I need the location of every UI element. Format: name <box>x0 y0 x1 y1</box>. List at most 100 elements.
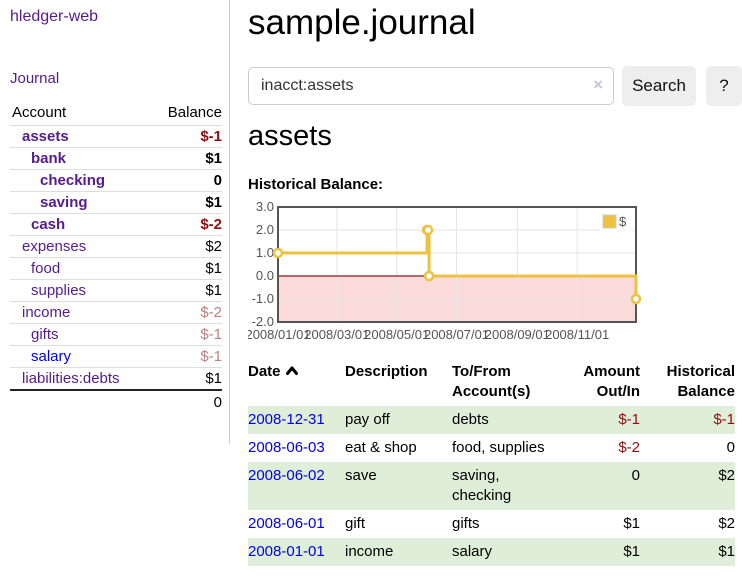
register-date-cell: 2008-06-03 <box>248 434 345 462</box>
account-link-checking[interactable]: checking <box>40 172 105 189</box>
register-amount-cell: $1 <box>570 510 648 538</box>
historical-balance-chart: 3.02.01.00.0-1.0-2.02008/01/012008/03/01… <box>248 201 668 349</box>
register-header-date[interactable]: Date <box>248 358 345 406</box>
account-link-assets[interactable]: assets <box>22 128 69 145</box>
sidebar: hledger-web Journal Account Balance asse… <box>0 0 230 444</box>
account-name-cell: bank <box>10 148 152 170</box>
account-name-cell: cash <box>10 214 152 236</box>
account-balance: $-1 <box>152 126 222 148</box>
search-input[interactable] <box>248 67 614 105</box>
balance-chart-svg: 3.02.01.00.0-1.0-2.02008/01/012008/03/01… <box>248 201 668 349</box>
chart-label: Historical Balance: <box>248 176 383 193</box>
account-link-food[interactable]: food <box>31 260 60 277</box>
register-row: 2008-06-03 eat & shopfood, supplies$-20 <box>248 434 735 462</box>
page-title: sample.journal <box>248 0 476 46</box>
account-link-saving[interactable]: saving <box>40 194 88 211</box>
account-link-liabilities-debts[interactable]: liabilities:debts <box>22 370 120 387</box>
svg-text:-1.0: -1.0 <box>252 291 274 306</box>
svg-text:2008/03/01: 2008/03/01 <box>304 327 369 342</box>
register-header-amount: Amount Out/In <box>570 358 648 406</box>
register-accounts-cell: saving, checking <box>452 462 570 510</box>
register-balance-cell: $2 <box>648 510 735 538</box>
register-balance-cell: $-1 <box>648 406 735 434</box>
account-name-cell: saving <box>10 192 152 214</box>
app-brand-link[interactable]: hledger-web <box>10 8 98 26</box>
account-row: gifts $-1 <box>10 324 222 346</box>
svg-text:2008/01/01: 2008/01/01 <box>248 327 311 342</box>
account-name-cell: supplies <box>10 280 152 302</box>
account-link-supplies[interactable]: supplies <box>31 282 86 299</box>
search-box: × <box>248 67 614 105</box>
account-link-gifts[interactable]: gifts <box>31 326 59 343</box>
account-balance: $1 <box>152 258 222 280</box>
register-row: 2008-12-31pay offdebts$-1$-1 <box>248 406 735 434</box>
sidebar-item-journal[interactable]: Journal <box>10 70 59 87</box>
account-name-cell: expenses <box>10 236 152 258</box>
sort-asc-icon[interactable] <box>285 365 299 376</box>
transaction-date-link[interactable]: 2008-06-01 <box>248 515 325 532</box>
account-balance: 0 <box>152 170 222 192</box>
account-balance: $-1 <box>152 324 222 346</box>
account-row: cash$-2 <box>10 214 222 236</box>
account-balance: $1 <box>152 368 222 391</box>
svg-text:1.0: 1.0 <box>256 245 274 260</box>
svg-text:3.0: 3.0 <box>256 201 274 214</box>
account-row: liabilities:debts $1 <box>10 368 222 391</box>
register-date-cell: 2008-06-02 <box>248 462 345 510</box>
search-button[interactable]: Search <box>622 66 696 106</box>
account-link-salary[interactable]: salary <box>31 348 71 365</box>
account-balance: $2 <box>152 236 222 258</box>
account-name-cell: checking <box>10 170 152 192</box>
svg-text:2008/11/01: 2008/11/01 <box>545 327 609 342</box>
account-link-bank[interactable]: bank <box>31 150 66 167</box>
register-balance-cell: 0 <box>648 434 735 462</box>
transaction-date-link[interactable]: 2008-06-02 <box>248 467 325 484</box>
register-header-accounts: To/From Account(s) <box>452 358 570 406</box>
register-description-cell: gift <box>345 510 452 538</box>
accounts-total-value: 0 <box>152 390 222 414</box>
register-amount-cell: $-2 <box>570 434 648 462</box>
register-amount-cell: $1 <box>570 538 648 566</box>
register-description-cell: save <box>345 462 452 510</box>
register-date-cell: 2008-01-01 <box>248 538 345 566</box>
register-accounts-cell: debts <box>452 406 570 434</box>
account-heading: assets <box>248 116 332 156</box>
register-accounts-cell: food, supplies <box>452 434 570 462</box>
clear-search-icon[interactable]: × <box>593 75 603 95</box>
register-amount-cell: 0 <box>570 462 648 510</box>
register-row: 2008-06-02 savesaving, checking0$2 <box>248 462 735 510</box>
account-name-cell: food <box>10 258 152 280</box>
register-description-cell: pay off <box>345 406 452 434</box>
account-link-expenses[interactable]: expenses <box>22 238 86 255</box>
accounts-total-spacer <box>10 390 152 414</box>
account-balance: $1 <box>152 148 222 170</box>
account-link-cash[interactable]: cash <box>31 216 65 233</box>
account-row: saving$1 <box>10 192 222 214</box>
transaction-date-link[interactable]: 2008-06-03 <box>248 439 325 456</box>
account-link-income[interactable]: income <box>22 304 70 321</box>
help-button[interactable]: ? <box>706 66 742 106</box>
account-name-cell: liabilities:debts <box>10 368 152 391</box>
register-row: 2008-06-01 giftgifts$1$2 <box>248 510 735 538</box>
account-row: expenses $2 <box>10 236 222 258</box>
register-date-cell: 2008-12-31 <box>248 406 345 434</box>
account-row: bank $1 <box>10 148 222 170</box>
accounts-header-account: Account <box>10 100 152 126</box>
register-header-description: Description <box>345 358 452 406</box>
svg-text:2008/09/01: 2008/09/01 <box>485 327 550 342</box>
transaction-date-link[interactable]: 2008-01-01 <box>248 543 325 560</box>
register-balance-cell: $2 <box>648 462 735 510</box>
account-row: food $1 <box>10 258 222 280</box>
transaction-date-link[interactable]: 2008-12-31 <box>248 411 325 428</box>
svg-text:0.0: 0.0 <box>256 268 274 283</box>
account-row: supplies $1 <box>10 280 222 302</box>
svg-text:$: $ <box>619 214 627 229</box>
register-accounts-cell: gifts <box>452 510 570 538</box>
svg-text:2.0: 2.0 <box>256 222 274 237</box>
register-date-cell: 2008-06-01 <box>248 510 345 538</box>
register-table-body: 2008-12-31pay offdebts$-1$-12008-06-03ea… <box>248 406 735 566</box>
account-balance: $1 <box>152 280 222 302</box>
accounts-header-balance: Balance <box>152 100 222 126</box>
register-description-cell: income <box>345 538 452 566</box>
register-description-cell: eat & shop <box>345 434 452 462</box>
